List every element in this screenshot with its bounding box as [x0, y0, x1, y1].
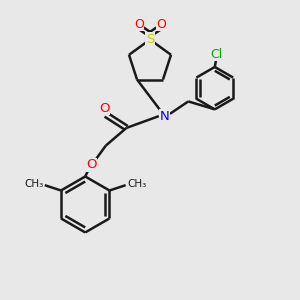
- Text: CH₃: CH₃: [24, 179, 43, 189]
- Text: N: N: [160, 110, 169, 123]
- Text: O: O: [156, 18, 166, 31]
- Text: CH₃: CH₃: [127, 179, 146, 189]
- Text: O: O: [86, 158, 96, 171]
- Text: O: O: [134, 18, 144, 31]
- Text: O: O: [99, 102, 110, 115]
- Text: Cl: Cl: [210, 47, 222, 61]
- Text: S: S: [146, 33, 154, 46]
